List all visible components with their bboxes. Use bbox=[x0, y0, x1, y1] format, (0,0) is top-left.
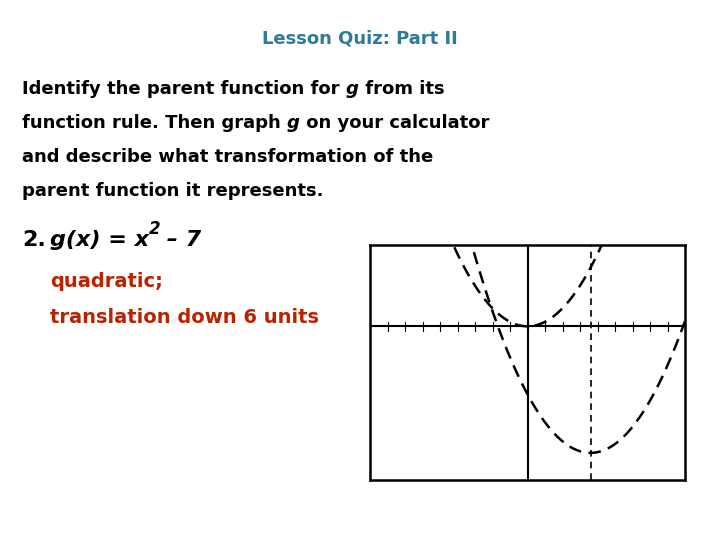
Text: g: g bbox=[346, 80, 359, 98]
Text: Identify the parent function for: Identify the parent function for bbox=[22, 80, 346, 98]
Text: g(x) = x: g(x) = x bbox=[50, 230, 149, 250]
Text: 2.: 2. bbox=[22, 230, 46, 250]
Text: and describe what transformation of the: and describe what transformation of the bbox=[22, 148, 433, 166]
Text: 2: 2 bbox=[149, 220, 161, 238]
Text: Lesson Quiz: Part II: Lesson Quiz: Part II bbox=[262, 30, 458, 48]
Text: – 7: – 7 bbox=[158, 230, 201, 250]
Text: from its: from its bbox=[359, 80, 444, 98]
Text: g: g bbox=[287, 114, 300, 132]
Text: translation down 6 units: translation down 6 units bbox=[50, 308, 319, 327]
Text: on your calculator: on your calculator bbox=[300, 114, 490, 132]
Text: quadratic;: quadratic; bbox=[50, 272, 163, 291]
Text: function rule. Then graph: function rule. Then graph bbox=[22, 114, 287, 132]
Text: parent function it represents.: parent function it represents. bbox=[22, 182, 323, 200]
